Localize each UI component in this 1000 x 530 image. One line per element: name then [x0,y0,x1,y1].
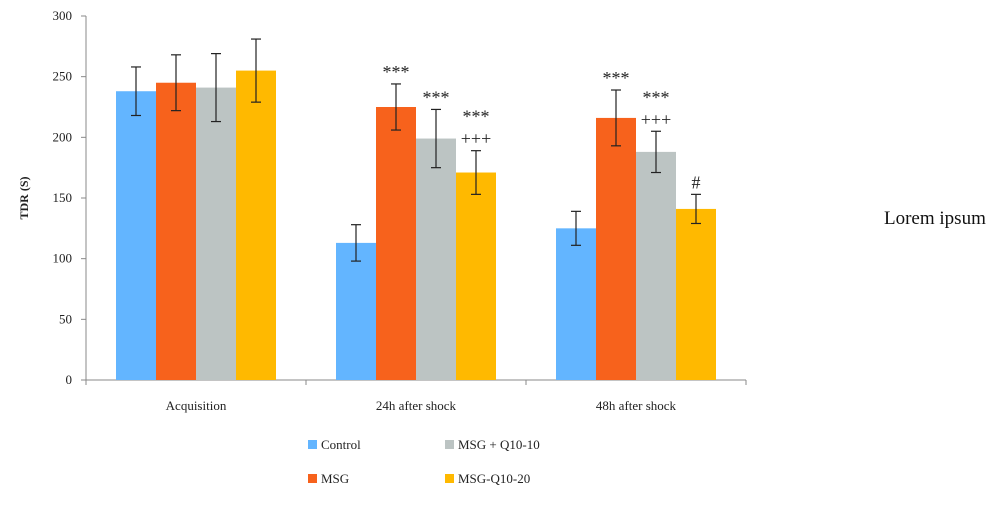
legend-label: MSG-Q10-20 [458,471,530,486]
significance-mark: *** [643,87,670,107]
bar [456,172,496,380]
bar [236,70,276,380]
significance-mark: +++ [641,109,671,129]
bar [636,151,676,380]
bar [156,82,196,380]
legend-label: MSG + Q10-10 [458,437,540,452]
y-tick-label: 300 [53,8,73,23]
chart-axes: 0 50 100 150 200 250 300 Acquisition 24h after s… [17,8,747,413]
y-tick-label: 0 [66,372,73,387]
legend-swatch [308,440,317,449]
chart-legend: Control MSG MSG + Q10-10 MSG-Q10-20 [308,437,540,486]
bar [676,208,716,380]
legend-swatch [445,474,454,483]
bar [336,242,376,380]
significance-mark: +++ [461,129,491,149]
side-label: Lorem ipsum [884,208,986,229]
legend-label: Control [321,437,361,452]
significance-mark: *** [603,68,630,88]
x-tick-label: 48h after shock [596,398,677,413]
y-axis-label: TDR (S) [17,176,31,219]
x-tick-label: 24h after shock [376,398,457,413]
significance-mark: # [692,172,701,192]
chart-bars [116,70,716,381]
significance-mark: *** [463,107,490,127]
chart-error-bars [131,38,701,262]
bar [596,117,636,381]
y-tick-label: 100 [53,251,73,266]
significance-mark: *** [383,62,410,82]
bar [376,107,416,380]
chart-annotations: *********+++******+++# [383,62,701,192]
legend-swatch [308,474,317,483]
y-tick-label: 50 [59,311,72,326]
legend-label: MSG [321,471,349,486]
bar [196,87,236,380]
legend-swatch [445,440,454,449]
y-tick-label: 150 [53,190,73,205]
bar [556,228,596,380]
y-tick-label: 250 [53,69,73,84]
bar [116,91,156,380]
significance-mark: *** [423,87,450,107]
y-tick-label: 200 [53,129,73,144]
x-tick-label: Acquisition [166,398,227,413]
bar [416,138,456,380]
